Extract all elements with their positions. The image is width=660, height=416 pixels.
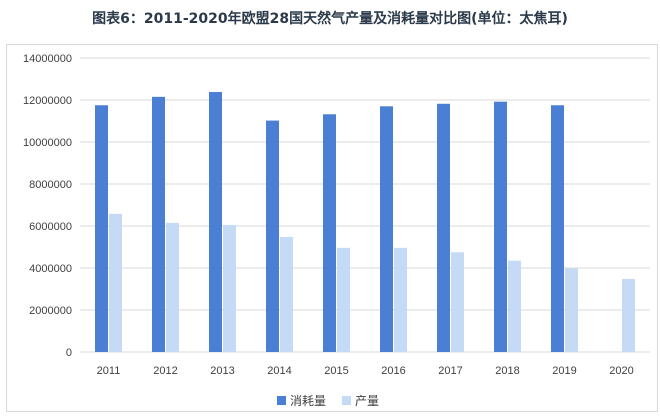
- bar-consumption-2019: [551, 105, 564, 352]
- legend: 消耗量 产量: [277, 394, 379, 408]
- bar-production-2011: [109, 213, 122, 352]
- gridlines: [80, 57, 650, 353]
- x-tick-label: 2019: [552, 365, 576, 377]
- bar-production-2017: [451, 252, 464, 352]
- y-tick-label: 14000000: [23, 53, 72, 65]
- bar-production-2015: [337, 247, 350, 352]
- bar-consumption-2016: [380, 106, 393, 352]
- x-tick-label: 2013: [210, 365, 234, 377]
- y-tick-label: 4000000: [29, 263, 72, 275]
- legend-label: 产量: [355, 394, 379, 408]
- x-tick-label: 2018: [495, 365, 519, 377]
- y-tick-label: 8000000: [29, 179, 72, 191]
- legend-label: 消耗量: [290, 394, 326, 408]
- x-tick-label: 2016: [381, 365, 405, 377]
- y-tick-label: 0: [66, 347, 72, 359]
- bar-consumption-2014: [266, 120, 279, 352]
- y-tick-label: 2000000: [29, 305, 72, 317]
- bar-production-2020: [622, 278, 635, 352]
- bar-production-2013: [223, 224, 236, 352]
- bar-production-2014: [280, 236, 293, 352]
- bars: [95, 92, 635, 353]
- bar-production-2019: [565, 268, 578, 352]
- y-tick-label: 12000000: [23, 95, 72, 107]
- x-axis: 2011 2012 2013 2014 2015 2016 2017 2018 2019 2020: [97, 365, 634, 377]
- x-tick-label: 2014: [267, 365, 291, 377]
- bar-consumption-2018: [494, 101, 507, 353]
- chart-title: 图表6：2011-2020年欧盟28国天然气产量及消耗量对比图(单位：太焦耳): [92, 11, 568, 27]
- bar-consumption-2015: [323, 114, 336, 352]
- bar-production-2012: [166, 222, 179, 352]
- x-tick-label: 2017: [438, 365, 462, 377]
- legend-swatch: [277, 396, 286, 405]
- bar-consumption-2011: [95, 105, 108, 352]
- y-tick-label: 10000000: [23, 137, 72, 149]
- x-tick-label: 2020: [609, 365, 633, 377]
- x-tick-label: 2015: [324, 365, 348, 377]
- x-tick-label: 2011: [97, 365, 121, 377]
- legend-swatch: [342, 396, 351, 405]
- bar-consumption-2012: [152, 96, 165, 352]
- y-axis: 0 2000000 4000000 6000000 8000000 10000000 120…: [23, 53, 72, 359]
- y-tick-label: 6000000: [29, 221, 72, 233]
- bar-production-2016: [394, 247, 407, 352]
- bar-production-2018: [508, 260, 521, 352]
- bar-consumption-2013: [209, 92, 222, 353]
- bar-consumption-2017: [437, 103, 450, 352]
- x-tick-label: 2012: [153, 365, 177, 377]
